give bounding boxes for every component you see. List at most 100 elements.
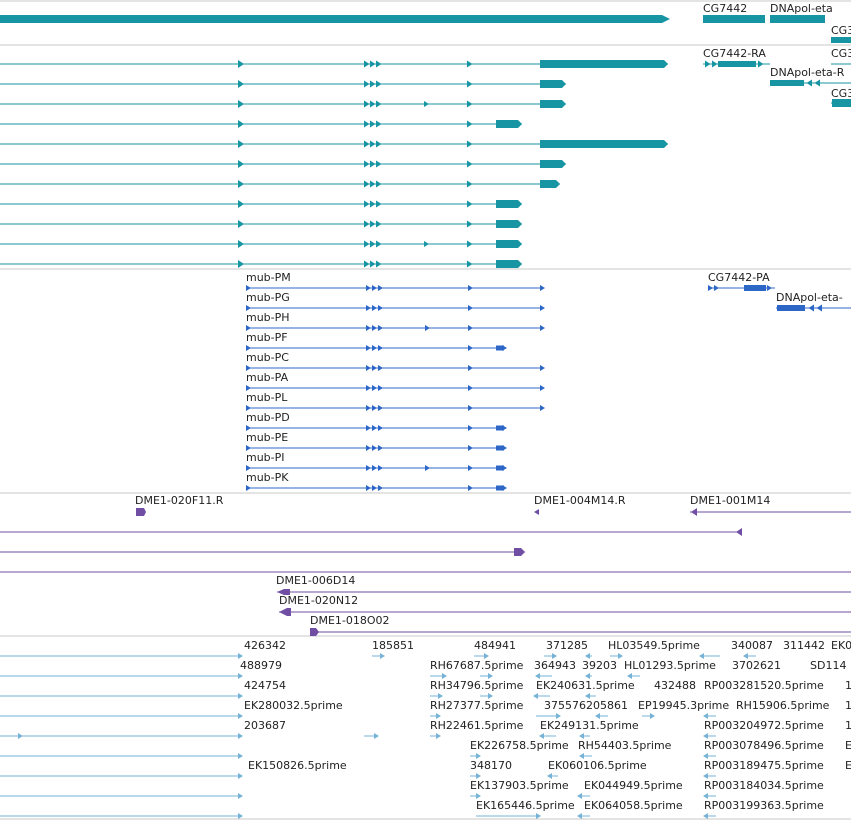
protein-label[interactable]: mub-PK: [246, 471, 289, 484]
est-label[interactable]: EP19945.3prime: [638, 699, 729, 712]
est-arrow[interactable]: [743, 653, 748, 659]
exon-arrow[interactable]: [376, 60, 382, 68]
protein-arrow[interactable]: [378, 325, 383, 331]
protein-arrow[interactable]: [366, 405, 371, 411]
exon-arrow[interactable]: [238, 180, 244, 188]
clone-label[interactable]: DME1-006D14: [276, 574, 355, 587]
est-label[interactable]: 1: [845, 699, 851, 712]
transcript-cds[interactable]: [540, 180, 560, 188]
exon-arrow[interactable]: [238, 220, 244, 228]
est-arrow[interactable]: [238, 673, 243, 679]
protein-arrow[interactable]: [366, 385, 371, 391]
est-arrow[interactable]: [436, 733, 441, 739]
est-arrow[interactable]: [556, 713, 561, 719]
exon-arrow[interactable]: [238, 60, 244, 68]
est-label[interactable]: RH54403.5prime: [578, 739, 672, 752]
exon-arrow[interactable]: [467, 80, 473, 88]
est-arrow[interactable]: [703, 713, 708, 719]
protein-cds[interactable]: [496, 345, 504, 351]
protein-arrow[interactable]: [468, 465, 473, 471]
exon-arrow[interactable]: [376, 100, 382, 108]
exon-arrow[interactable]: [376, 80, 382, 88]
est-label[interactable]: 375576205861: [544, 699, 628, 712]
est-arrow[interactable]: [539, 733, 544, 739]
protein-arrow[interactable]: [468, 425, 473, 431]
protein-arrow[interactable]: [378, 345, 383, 351]
exon-arrow[interactable]: [238, 100, 244, 108]
exon-arrow[interactable]: [370, 80, 376, 88]
est-label[interactable]: 424754: [244, 679, 286, 692]
exon-arrow[interactable]: [376, 240, 382, 248]
est-arrow[interactable]: [627, 673, 632, 679]
est-label[interactable]: 432488: [654, 679, 696, 692]
est-arrow[interactable]: [238, 793, 243, 799]
protein-arrow[interactable]: [425, 465, 430, 471]
protein-arrow[interactable]: [372, 445, 377, 451]
exon-arrow[interactable]: [370, 120, 376, 128]
exon-arrow[interactable]: [364, 140, 370, 148]
est-label[interactable]: SD114: [810, 659, 846, 672]
est-arrow[interactable]: [238, 693, 243, 699]
transcript-cds[interactable]: [540, 160, 566, 168]
exon-arrow[interactable]: [364, 100, 370, 108]
est-label[interactable]: RP003204972.5prime: [704, 719, 824, 732]
protein-arrow[interactable]: [425, 325, 430, 331]
protein-arrow[interactable]: [378, 445, 383, 451]
transcript-label[interactable]: CG3: [831, 47, 851, 60]
exon-arrow[interactable]: [376, 260, 382, 268]
protein-arrow[interactable]: [246, 385, 251, 391]
protein-arrow[interactable]: [468, 445, 473, 451]
protein-label[interactable]: mub-PM: [246, 271, 291, 284]
est-arrow[interactable]: [703, 773, 708, 779]
protein-arrow[interactable]: [540, 385, 545, 391]
est-arrow[interactable]: [579, 733, 584, 739]
exon-arrow[interactable]: [467, 100, 473, 108]
protein-cds[interactable]: [744, 285, 766, 291]
exon-arrow[interactable]: [364, 180, 370, 188]
clone-label[interactable]: DME1-020N12: [279, 594, 358, 607]
protein-cds[interactable]: [496, 445, 504, 451]
exon-arrow[interactable]: [238, 260, 244, 268]
est-arrow[interactable]: [703, 753, 708, 759]
est-arrow[interactable]: [488, 693, 493, 699]
clone-arrow[interactable]: [277, 589, 290, 595]
transcript-cds[interactable]: [540, 100, 566, 108]
est-label[interactable]: 1: [845, 719, 851, 732]
exon-arrow[interactable]: [424, 101, 429, 107]
est-arrow[interactable]: [488, 673, 493, 679]
protein-arrow[interactable]: [366, 465, 371, 471]
est-arrow[interactable]: [547, 773, 552, 779]
exon-arrow[interactable]: [712, 60, 718, 68]
clone-label[interactable]: DME1-001M14: [690, 494, 770, 507]
est-label[interactable]: EK280032.5prime: [244, 699, 343, 712]
protein-arrow[interactable]: [808, 304, 815, 312]
protein-arrow[interactable]: [540, 365, 545, 371]
protein-arrow[interactable]: [468, 345, 473, 351]
protein-arrow[interactable]: [502, 345, 507, 351]
est-arrow[interactable]: [577, 813, 582, 819]
est-label[interactable]: E: [845, 739, 851, 752]
exon-arrow[interactable]: [238, 200, 244, 208]
est-label[interactable]: EK0: [831, 639, 851, 652]
est-arrow[interactable]: [579, 753, 584, 759]
protein-arrow[interactable]: [378, 405, 383, 411]
protein-arrow[interactable]: [378, 485, 383, 491]
est-arrow[interactable]: [699, 653, 704, 659]
gene-label[interactable]: DNApol-eta: [770, 2, 833, 15]
est-arrow[interactable]: [238, 753, 243, 759]
clone-arrow[interactable]: [534, 509, 539, 515]
exon-arrow[interactable]: [705, 60, 711, 68]
protein-arrow[interactable]: [468, 385, 473, 391]
est-label[interactable]: RP003199363.5prime: [704, 799, 824, 812]
exon-arrow[interactable]: [370, 220, 376, 228]
protein-arrow[interactable]: [246, 325, 251, 331]
protein-arrow[interactable]: [246, 425, 251, 431]
transcript-label[interactable]: CG3: [831, 87, 851, 100]
protein-arrow[interactable]: [540, 325, 545, 331]
protein-arrow[interactable]: [540, 405, 545, 411]
transcript-cds[interactable]: [496, 240, 522, 248]
est-arrow[interactable]: [552, 653, 557, 659]
protein-arrow[interactable]: [366, 425, 371, 431]
est-arrow[interactable]: [238, 733, 243, 739]
clone-label[interactable]: DME1-004M14.R: [534, 494, 626, 507]
